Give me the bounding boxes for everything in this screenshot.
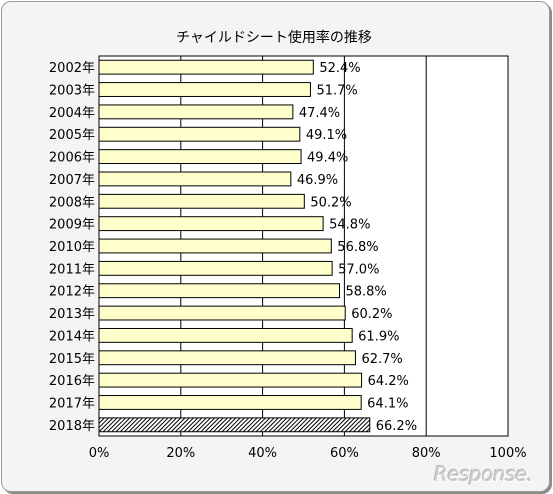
bar bbox=[98, 149, 302, 165]
category-label: 2005年 bbox=[49, 128, 95, 143]
category-label: 2008年 bbox=[49, 195, 95, 210]
category-label: 2009年 bbox=[49, 218, 95, 233]
data-label: 47.4% bbox=[299, 106, 340, 121]
bar bbox=[98, 395, 362, 410]
data-label: 49.4% bbox=[307, 151, 348, 166]
data-label: 52.4% bbox=[319, 61, 360, 76]
data-label: 58.8% bbox=[345, 285, 386, 300]
data-label: 56.8% bbox=[337, 240, 378, 255]
category-label: 2004年 bbox=[49, 106, 95, 121]
category-label: 2018年 bbox=[49, 419, 95, 434]
bar bbox=[98, 82, 311, 97]
category-label: 2016年 bbox=[49, 374, 95, 389]
bar bbox=[98, 260, 333, 276]
category-label: 2012年 bbox=[49, 285, 95, 300]
category-label: 2003年 bbox=[49, 84, 95, 99]
x-tick-label: 60% bbox=[330, 446, 359, 461]
x-tick-label: 100% bbox=[489, 446, 526, 461]
category-label: 2006年 bbox=[49, 151, 95, 166]
bar bbox=[98, 238, 332, 254]
bar bbox=[98, 59, 314, 75]
category-label: 2007年 bbox=[49, 173, 95, 188]
category-label: 2017年 bbox=[49, 396, 95, 411]
category-labels: 2002年 2003年 2004年 2005年 2006年 2007年 2008年 2009年… bbox=[49, 61, 95, 434]
x-tick-label: 20% bbox=[166, 446, 195, 461]
data-label: 46.9% bbox=[297, 173, 338, 188]
chart-title: チャイルドシート使用率の推移 bbox=[176, 29, 372, 46]
data-label: 57.0% bbox=[338, 262, 379, 277]
bars bbox=[98, 59, 371, 433]
bar-highlighted bbox=[98, 417, 371, 433]
category-label: 2015年 bbox=[49, 352, 95, 367]
bar bbox=[98, 305, 346, 321]
x-tick-label: 80% bbox=[412, 446, 441, 461]
category-label: 2013年 bbox=[49, 307, 95, 322]
bar bbox=[98, 283, 340, 299]
value-labels: 52.4% 51.7% 47.4% 49.1% 49.4% 46.9% 50.2% 54.8%… bbox=[297, 61, 417, 434]
bar bbox=[98, 171, 292, 187]
bar bbox=[98, 126, 301, 142]
bar bbox=[98, 350, 356, 366]
data-label: 62.7% bbox=[361, 352, 402, 367]
bar bbox=[98, 193, 305, 209]
category-label: 2011年 bbox=[49, 262, 95, 277]
data-label: 64.2% bbox=[368, 374, 409, 389]
x-axis-ticks: 0% 20% 40% 60% 80% 100% bbox=[89, 446, 527, 461]
data-label: 51.7% bbox=[316, 84, 357, 99]
data-label: 66.2% bbox=[376, 419, 417, 434]
category-label: 2010年 bbox=[49, 240, 95, 255]
bar bbox=[98, 216, 324, 232]
watermark-logo: Response. bbox=[434, 462, 533, 486]
category-label: 2014年 bbox=[49, 329, 95, 344]
data-label: 64.1% bbox=[367, 396, 408, 411]
data-label: 50.2% bbox=[310, 195, 351, 210]
x-tick-label: 40% bbox=[248, 446, 277, 461]
category-label: 2002年 bbox=[49, 61, 95, 76]
bar bbox=[98, 104, 294, 120]
bar bbox=[98, 372, 363, 388]
data-label: 60.2% bbox=[351, 307, 392, 322]
data-label: 61.9% bbox=[358, 329, 399, 344]
x-tick-label: 0% bbox=[89, 446, 110, 461]
data-label: 54.8% bbox=[329, 218, 370, 233]
bar bbox=[98, 327, 353, 343]
data-label: 49.1% bbox=[306, 128, 347, 143]
